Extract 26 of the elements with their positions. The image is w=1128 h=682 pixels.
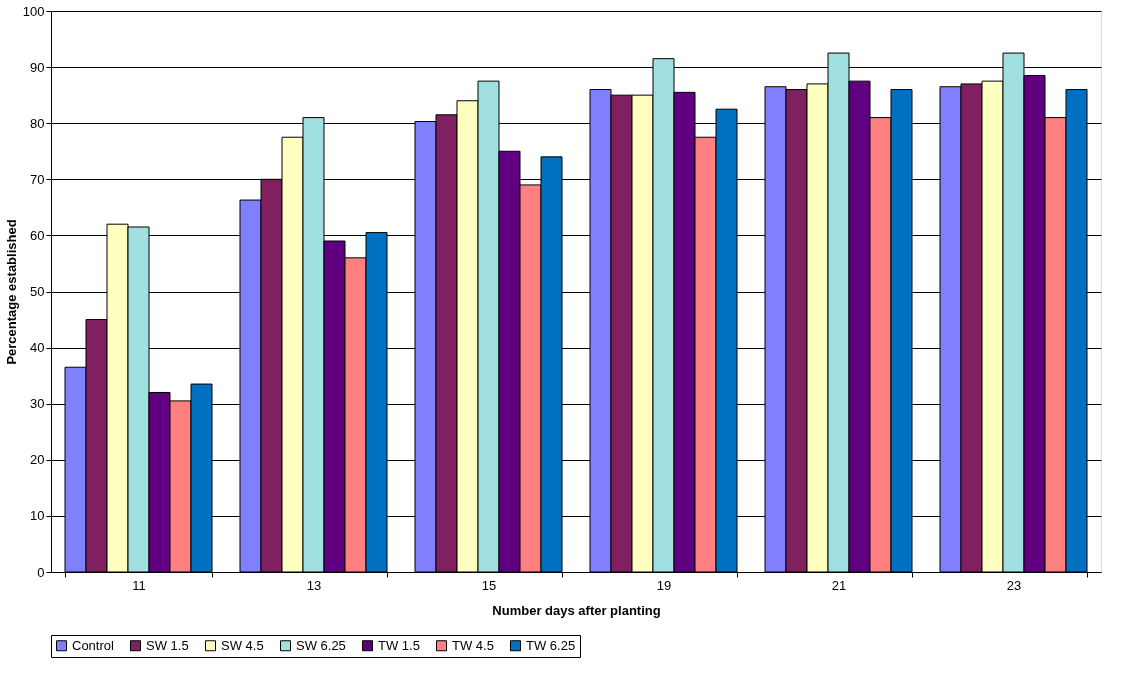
- legend-label: TW 4.5: [452, 637, 494, 653]
- y-tick-label: 90: [30, 59, 45, 75]
- x-axis-title: Number days after planting: [492, 602, 661, 618]
- y-tick-label: 80: [30, 115, 45, 131]
- y-tick-label: 60: [30, 227, 45, 243]
- legend-label: TW 1.5: [378, 637, 420, 653]
- y-axis-title: Percentage established: [3, 219, 19, 365]
- y-tick-label: 50: [30, 284, 45, 299]
- legend-label: TW 6.25: [526, 637, 576, 653]
- y-tick-label: 0: [37, 564, 45, 580]
- legend-label: Control: [72, 637, 115, 653]
- legend-label: SW 1.5: [146, 637, 189, 653]
- x-tick-label: 15: [481, 577, 497, 593]
- y-tick-label: 40: [30, 340, 45, 356]
- legend-label: SW 4.5: [221, 637, 264, 653]
- legend-label: SW 6.25: [296, 637, 346, 653]
- y-tick-label: 100: [22, 3, 45, 19]
- y-tick-label: 20: [30, 452, 45, 468]
- y-tick-label: 70: [30, 171, 45, 187]
- y-tick-label: 30: [30, 396, 45, 412]
- x-tick-label: 13: [306, 577, 322, 593]
- x-tick-label: 11: [132, 577, 146, 593]
- x-tick-label: 19: [656, 577, 672, 593]
- x-tick-label: 23: [1006, 577, 1022, 593]
- x-tick-label: 21: [831, 577, 847, 593]
- y-tick-label: 10: [30, 508, 45, 524]
